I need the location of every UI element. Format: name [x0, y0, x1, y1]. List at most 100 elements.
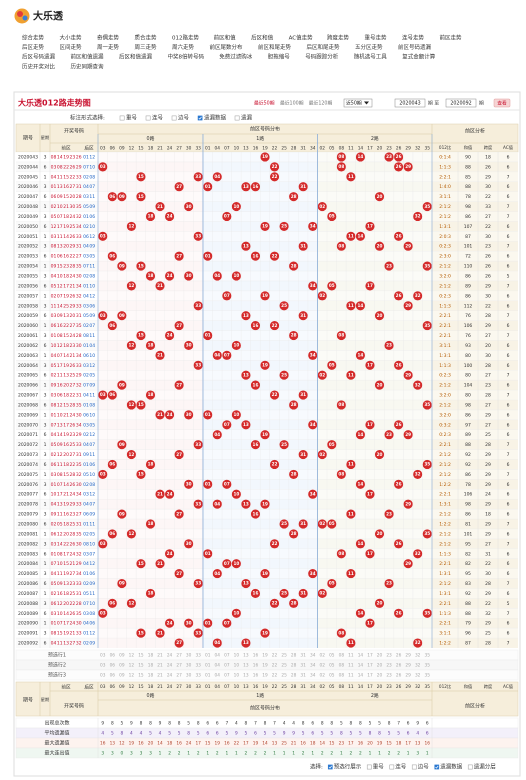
preselect-number[interactable]: 26 [396, 653, 402, 659]
preselect-number[interactable]: 15 [138, 673, 144, 679]
mark-checkbox[interactable] [171, 115, 177, 121]
preselect-number[interactable]: 16 [253, 653, 259, 659]
preselect-number[interactable]: 03 [100, 673, 106, 679]
nav-link[interactable]: 复式金额计算 [402, 53, 436, 61]
nav-link[interactable]: 五分区走势 [355, 43, 383, 51]
preselect-number[interactable]: 02 [320, 673, 326, 679]
nav-link[interactable]: 后区号码遗漏 [22, 53, 56, 61]
preselect-number[interactable]: 18 [148, 663, 154, 669]
preselect-number[interactable]: 26 [396, 673, 402, 679]
mark-option[interactable]: 重号 [126, 114, 138, 122]
preselect-number[interactable]: 25 [281, 653, 287, 659]
nav-link[interactable]: 前区尾数分布 [210, 43, 244, 51]
preselect-number[interactable]: 32 [415, 673, 421, 679]
preselect-number[interactable]: 06 [110, 673, 116, 679]
preselect-number[interactable]: 13 [243, 653, 249, 659]
period-link[interactable]: 最近120期 [309, 100, 333, 107]
mark-checkbox[interactable] [119, 115, 125, 121]
nav-link[interactable]: 前区和值遗漏 [71, 53, 105, 61]
preselect-number[interactable]: 27 [176, 663, 182, 669]
preselect-number[interactable]: 24 [167, 653, 173, 659]
nav-link[interactable]: 区间走势 [60, 43, 83, 51]
footer-checkbox[interactable] [327, 764, 333, 770]
preselect-number[interactable]: 07 [224, 653, 230, 659]
preselect-number[interactable]: 32 [415, 663, 421, 669]
preselect-number[interactable]: 34 [310, 673, 316, 679]
preselect-number[interactable]: 17 [367, 653, 373, 659]
nav-link[interactable]: 中奖8倍转号码 [168, 53, 205, 61]
preselect-number[interactable]: 15 [138, 663, 144, 669]
preselect-number[interactable]: 35 [424, 673, 430, 679]
footer-option[interactable]: 遗漏分层 [474, 763, 497, 771]
query-button-label[interactable]: 查看 [497, 100, 507, 107]
preselect-number[interactable]: 23 [386, 673, 392, 679]
period-link[interactable]: 最近50期 [254, 100, 275, 107]
preselect-number[interactable]: 05 [329, 653, 335, 659]
preselect-number[interactable]: 14 [358, 653, 364, 659]
nav-link[interactable]: 跨度走势 [327, 34, 350, 42]
preselect-number[interactable]: 11 [348, 663, 354, 669]
preselect-number[interactable]: 15 [138, 653, 144, 659]
preselect-number[interactable]: 30 [186, 663, 192, 669]
nav-link[interactable]: 前区和尾走势 [258, 43, 292, 51]
preselect-number[interactable]: 20 [377, 673, 383, 679]
preselect-number[interactable]: 34 [310, 663, 316, 669]
nav-link[interactable]: 后区和值 [251, 34, 274, 42]
preselect-number[interactable]: 33 [195, 653, 201, 659]
preselect-number[interactable]: 28 [291, 673, 297, 679]
preselect-number[interactable]: 28 [291, 653, 297, 659]
nav-link[interactable]: 质合走势 [135, 34, 158, 42]
preselect-number[interactable]: 07 [224, 663, 230, 669]
nav-link[interactable]: 重号走势 [364, 34, 387, 42]
footer-option[interactable]: 预选行展示 [334, 763, 362, 771]
mark-checkbox[interactable] [197, 115, 203, 121]
preselect-number[interactable]: 11 [348, 673, 354, 679]
nav-link[interactable]: 免费过滤购冰 [219, 53, 253, 61]
mark-option[interactable]: 边号 [178, 114, 190, 122]
preselect-number[interactable]: 30 [186, 653, 192, 659]
period-select[interactable] [343, 98, 373, 108]
preselect-number[interactable]: 02 [320, 653, 326, 659]
nav-link[interactable]: 胆拖缩号 [268, 53, 291, 61]
preselect-number[interactable]: 19 [262, 663, 268, 669]
preselect-number[interactable]: 11 [348, 653, 354, 659]
nav-link[interactable]: 后区走势 [22, 43, 45, 51]
footer-checkbox[interactable] [467, 764, 473, 770]
preselect-number[interactable]: 01 [205, 673, 211, 679]
preselect-number[interactable]: 17 [367, 673, 373, 679]
nav-link[interactable]: 周三走势 [135, 43, 158, 51]
mark-option[interactable]: 遗漏 [241, 114, 253, 122]
nav-link[interactable]: 前区走势 [439, 34, 462, 42]
preselect-number[interactable]: 08 [339, 673, 345, 679]
preselect-number[interactable]: 09 [119, 653, 125, 659]
mark-option[interactable]: 遗漏数据 [204, 114, 227, 122]
preselect-number[interactable]: 20 [377, 653, 383, 659]
preselect-number[interactable]: 03 [100, 663, 106, 669]
preselect-number[interactable]: 32 [415, 653, 421, 659]
preselect-number[interactable]: 20 [377, 663, 383, 669]
nav-link[interactable]: 号码跟踪分析 [305, 53, 339, 61]
preselect-number[interactable]: 25 [281, 673, 287, 679]
preselect-number[interactable]: 22 [272, 653, 278, 659]
preselect-number[interactable]: 13 [243, 663, 249, 669]
issue-input[interactable] [445, 98, 477, 108]
nav-link[interactable]: 后区和尾走势 [307, 43, 341, 51]
preselect-number[interactable]: 04 [215, 653, 221, 659]
preselect-number[interactable]: 10 [234, 663, 240, 669]
nav-link[interactable]: 周一走势 [97, 43, 120, 51]
preselect-number[interactable]: 17 [367, 663, 373, 669]
preselect-number[interactable]: 07 [224, 673, 230, 679]
preselect-number[interactable]: 33 [195, 673, 201, 679]
preselect-number[interactable]: 08 [339, 663, 345, 669]
preselect-number[interactable]: 19 [262, 673, 268, 679]
preselect-number[interactable]: 29 [405, 653, 411, 659]
preselect-number[interactable]: 22 [272, 663, 278, 669]
preselect-number[interactable]: 02 [320, 663, 326, 669]
query-button[interactable] [493, 98, 511, 108]
footer-option[interactable]: 连号 [395, 763, 407, 771]
preselect-number[interactable]: 23 [386, 663, 392, 669]
nav-link[interactable]: 前区号码遗漏 [398, 43, 432, 51]
preselect-number[interactable]: 12 [129, 663, 135, 669]
footer-checkbox[interactable] [389, 764, 395, 770]
footer-checkbox[interactable] [366, 764, 372, 770]
